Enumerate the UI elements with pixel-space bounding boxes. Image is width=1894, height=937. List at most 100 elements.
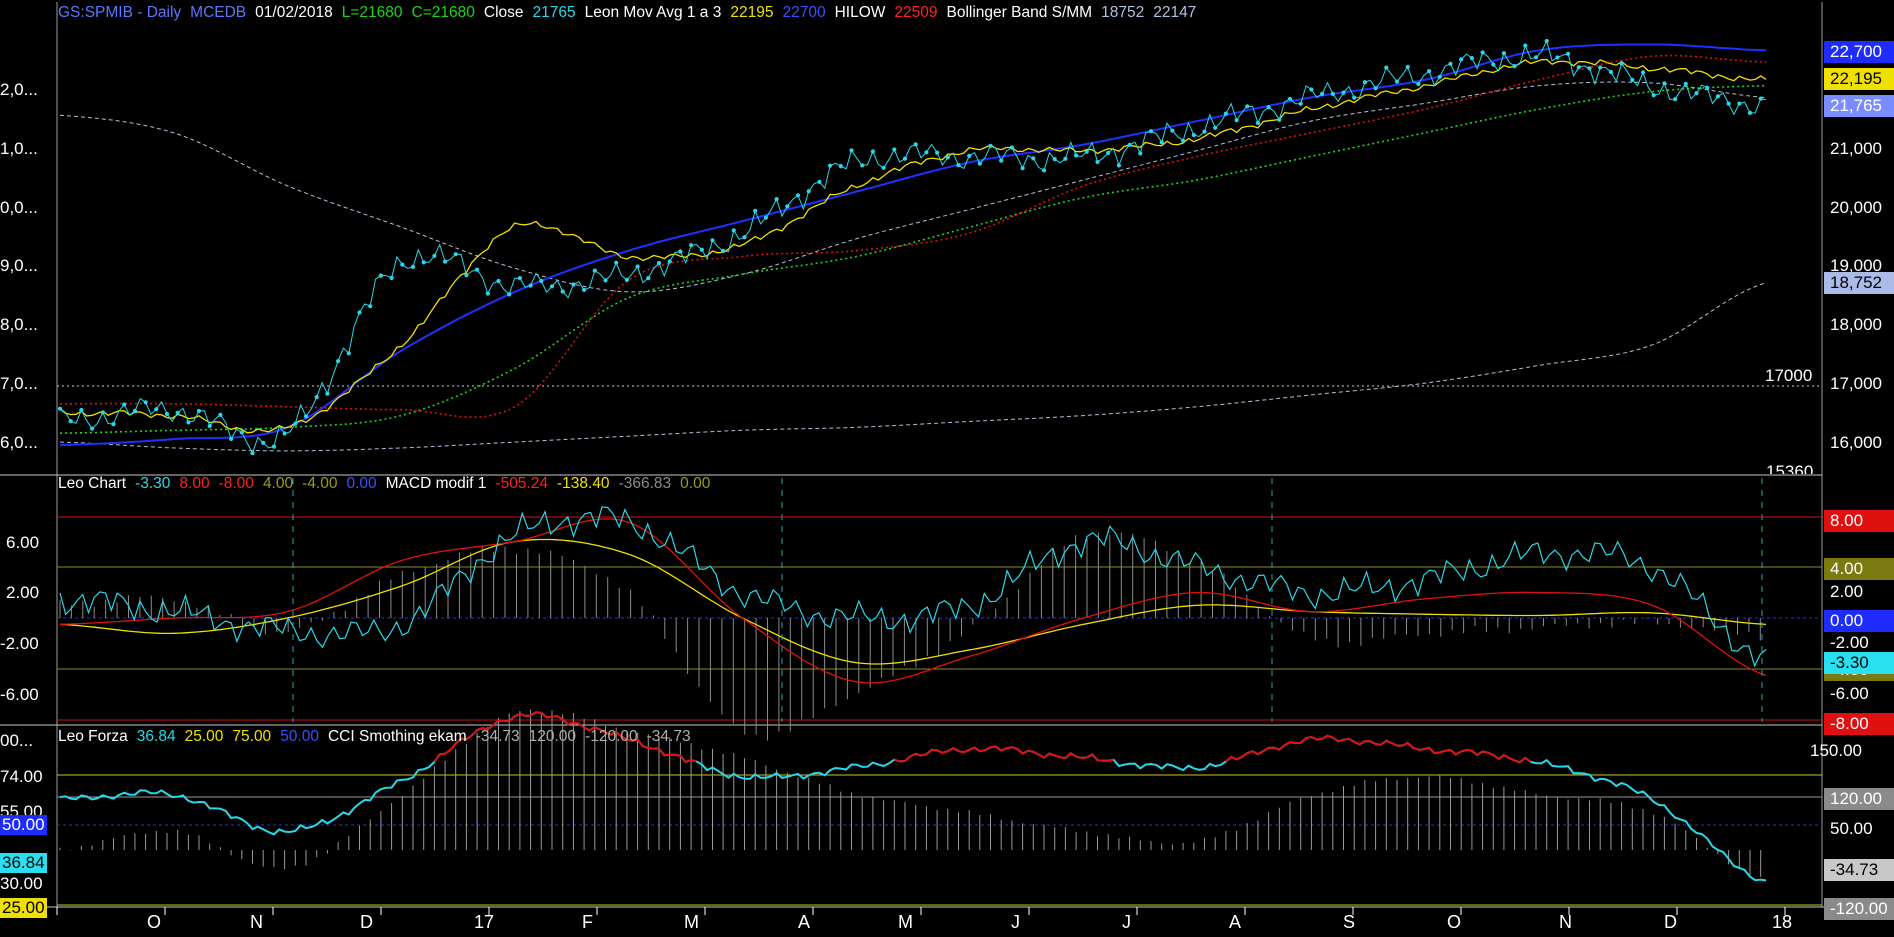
close-point (945, 155, 950, 160)
close-point (100, 410, 105, 415)
close-point (924, 150, 929, 155)
close-point (1266, 105, 1271, 110)
date-label: 01/02/2018 (255, 4, 333, 21)
price-tick: 18,000 (1830, 315, 1882, 334)
close-point (1491, 62, 1496, 67)
macd-legend: Leo Chart -3.30 8.00 -8.00 4.00 -4.00 0.00 MACD… (58, 475, 719, 493)
mov-avg-label: Leon Mov Avg 1 a 3 (584, 4, 722, 21)
macd-left-tick: -2.00 (0, 634, 39, 653)
close-point (1106, 150, 1111, 155)
macd-left-tick: 6.00 (6, 533, 40, 552)
close-point (57, 406, 63, 411)
price-left-tick: 2,0... (0, 80, 38, 99)
close-point (892, 147, 897, 152)
close-point (549, 284, 555, 289)
close-point (90, 426, 95, 431)
close-point (1095, 159, 1100, 165)
symbol-label[interactable]: GS:SPMIB - Daily (58, 4, 182, 21)
price-left-tick: 0,0... (0, 198, 38, 217)
close-point (1309, 87, 1314, 92)
close-point (1587, 66, 1592, 71)
close-point (774, 197, 779, 202)
cci-left-tick: 74.00 (0, 767, 43, 786)
close-point (1223, 111, 1228, 116)
close-point (731, 228, 736, 233)
leo-forza-mid: 50.00 (280, 728, 319, 745)
mov-avg-value-1: 22195 (730, 4, 774, 21)
close-point (400, 262, 405, 267)
close-point (79, 407, 84, 413)
price-legend: GS:SPMIB - Daily MCEDB 01/02/2018 L=21680 C=… (58, 4, 1205, 22)
close-point (1009, 145, 1015, 150)
macd-tick: -6.00 (1830, 684, 1869, 703)
leo-chart-label[interactable]: Leo Chart (58, 475, 127, 492)
close-point (186, 420, 191, 425)
close-point (881, 165, 886, 170)
close-point (1330, 91, 1335, 96)
close-point (293, 421, 298, 426)
close-point (806, 189, 811, 194)
close-point (1170, 128, 1175, 133)
cci-value-3: -120.00 (585, 728, 638, 745)
cci-value-4: -34.73 (646, 728, 691, 745)
mov-avg-value-2: 22700 (782, 4, 826, 21)
month-label: N (1559, 912, 1572, 932)
month-label: A (1229, 912, 1242, 932)
close-point (132, 408, 137, 414)
close-point (1459, 57, 1464, 62)
close-point (539, 278, 544, 284)
close-point (977, 161, 982, 166)
leo-forza-label[interactable]: Leo Forza (58, 728, 128, 745)
leo-chart-lower: -8.00 (218, 475, 254, 492)
close-point (282, 431, 287, 436)
close-point (1245, 104, 1250, 109)
cci-upper-tag: 120.00 (1824, 788, 1894, 810)
close-point (689, 243, 694, 248)
leo-chart-value: -3.30 (135, 475, 171, 492)
close-point (710, 238, 715, 243)
month-label: D (360, 912, 373, 932)
close-point (1298, 101, 1303, 106)
close-point (1448, 61, 1453, 66)
close-point (870, 149, 876, 154)
macd-value-2: -138.40 (556, 475, 610, 492)
period-separators (292, 478, 1763, 722)
close-point (239, 430, 244, 435)
mov-avg-tag: 22,195 (1824, 68, 1894, 90)
close-point (111, 422, 116, 427)
close-point (314, 395, 319, 400)
month-label: N (250, 912, 263, 932)
month-label: M (684, 912, 699, 932)
month-label: A (798, 912, 811, 932)
close-point (1437, 74, 1442, 79)
close-point (1747, 110, 1753, 115)
level-17000-label: 17000 (1765, 366, 1813, 385)
month-label: 18 (1772, 912, 1793, 932)
close-point (1394, 79, 1400, 84)
close-point (721, 248, 726, 253)
close-point (1277, 117, 1282, 122)
close-point (838, 164, 843, 169)
close-point (1127, 142, 1132, 147)
close-eq-label: C=21680 (411, 4, 475, 21)
price-left-tick: 6,0... (0, 433, 38, 452)
close-point (346, 351, 351, 356)
close-point (571, 282, 576, 287)
close-point (1159, 140, 1164, 145)
price-tick: 16,000 (1830, 433, 1882, 452)
close-point (1715, 94, 1720, 99)
price-tick: 21,000 (1830, 139, 1882, 158)
close-point (1031, 156, 1036, 161)
macd-signal-line (59, 538, 1767, 665)
close-point (1181, 138, 1186, 143)
hilow-value: 22509 (894, 4, 938, 21)
close-point (229, 436, 234, 441)
price-left-tick: 9,0... (0, 256, 38, 275)
close-point (378, 273, 383, 278)
macd-tick: 2.00 (1830, 582, 1864, 601)
bollinger-mid-line (60, 54, 1767, 418)
close-point (1480, 50, 1485, 55)
macd-mid-upper-tag: 4.00 (1824, 558, 1894, 580)
